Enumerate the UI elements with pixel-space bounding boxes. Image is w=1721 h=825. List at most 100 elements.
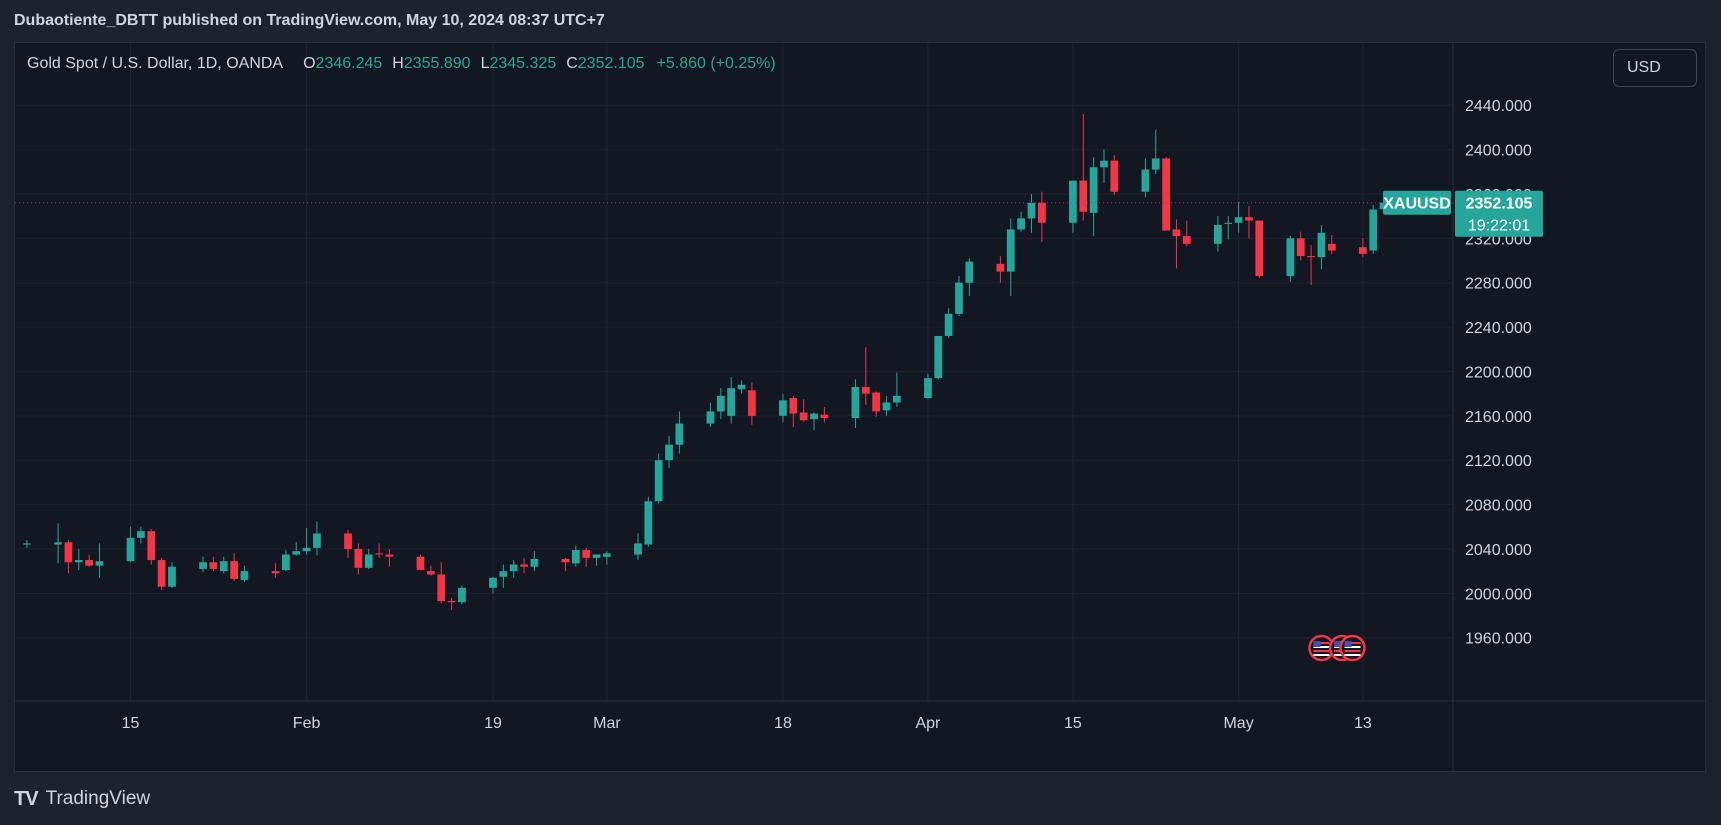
candle-body-up[interactable] xyxy=(54,542,62,545)
candle-body-up[interactable] xyxy=(489,577,497,588)
candle-body-up[interactable] xyxy=(634,543,642,555)
candle-body-up[interactable] xyxy=(1369,209,1378,251)
candle-body-up[interactable] xyxy=(1100,160,1108,168)
candle-body-up[interactable] xyxy=(1317,232,1326,258)
candle-body-up[interactable] xyxy=(313,533,321,548)
candle-body-down[interactable] xyxy=(447,601,456,603)
candle-body-up[interactable] xyxy=(1224,222,1233,224)
candle-body-up[interactable] xyxy=(74,560,83,563)
candle-body-up[interactable] xyxy=(934,335,943,379)
candle-body-up[interactable] xyxy=(292,551,301,555)
candle-body-up[interactable] xyxy=(1141,169,1150,192)
candle-body-up[interactable] xyxy=(240,571,249,581)
candle-body-down[interactable] xyxy=(872,392,881,412)
candle-body-up[interactable] xyxy=(530,558,539,567)
candle-body-up[interactable] xyxy=(1069,180,1077,223)
candle-body-up[interactable] xyxy=(199,562,207,569)
candle-body-down[interactable] xyxy=(230,561,238,579)
candle-body-up[interactable] xyxy=(302,547,311,552)
candle-body-down[interactable] xyxy=(64,542,73,563)
candle-body-up[interactable] xyxy=(810,413,818,420)
candle-body-up[interactable] xyxy=(644,501,653,545)
candle-body-up[interactable] xyxy=(1286,238,1295,277)
candle-body-up[interactable] xyxy=(716,395,725,412)
candle-body-down[interactable] xyxy=(748,390,756,416)
candle-body-up[interactable] xyxy=(924,378,932,399)
candle-body-up[interactable] xyxy=(571,550,580,564)
candle-body-down[interactable] xyxy=(209,562,218,569)
candle-body-down[interactable] xyxy=(1358,247,1367,254)
candle-body-down[interactable] xyxy=(85,560,94,566)
currency-button[interactable]: USD xyxy=(1613,49,1697,87)
candle-body-down[interactable] xyxy=(582,550,591,558)
candle-body-down[interactable] xyxy=(375,553,383,555)
candle-body-down[interactable] xyxy=(147,531,156,561)
chart-panel[interactable]: 1960.000 2000.000 2040.000 2080.000 2120.000… xyxy=(14,42,1706,772)
candle-body-up[interactable] xyxy=(364,554,373,568)
candle-body-up[interactable] xyxy=(944,313,953,336)
candle-body-up[interactable] xyxy=(126,537,135,562)
candle-body-up[interactable] xyxy=(1214,225,1222,244)
candle-body-down[interactable] xyxy=(344,533,352,549)
candle-body-down[interactable] xyxy=(1255,220,1264,277)
candle-body-down[interactable] xyxy=(437,574,446,602)
candle-body-down[interactable] xyxy=(861,386,870,394)
candle-body-up[interactable] xyxy=(1006,229,1015,272)
candle-body-up[interactable] xyxy=(95,561,104,566)
candle-body-up[interactable] xyxy=(654,460,663,502)
candle-body-down[interactable] xyxy=(385,554,394,557)
candle-body-down[interactable] xyxy=(1172,229,1181,237)
candle-body-down[interactable] xyxy=(799,412,808,421)
candle-body-down[interactable] xyxy=(354,548,363,568)
candle-body-up[interactable] xyxy=(727,388,736,416)
candle-body-up[interactable] xyxy=(282,554,290,571)
candle-body-up[interactable] xyxy=(603,553,611,557)
candle-body-down[interactable] xyxy=(1079,180,1088,212)
candle-body-down[interactable] xyxy=(820,414,829,419)
candle-body-up[interactable] xyxy=(499,571,508,577)
candle-body-up[interactable] xyxy=(1089,167,1098,213)
candle-body-down[interactable] xyxy=(1245,217,1253,221)
candle-body-up[interactable] xyxy=(168,566,176,587)
symbol-label[interactable]: Gold Spot / U.S. Dollar, 1D, OANDA xyxy=(27,55,284,72)
ohlc-legend: Gold Spot / U.S. Dollar, 1D, OANDA O2346.… xyxy=(27,55,776,73)
candle-body-up[interactable] xyxy=(1017,218,1026,230)
candle-body-up[interactable] xyxy=(509,564,518,572)
candle-body-down[interactable] xyxy=(1296,238,1305,257)
candle-body-up[interactable] xyxy=(1151,158,1160,170)
candle-body-up[interactable] xyxy=(592,554,601,558)
candle-body-up[interactable] xyxy=(137,531,145,538)
candle-body-down[interactable] xyxy=(1037,202,1046,223)
candle-body-up[interactable] xyxy=(458,587,466,603)
candle-body-down[interactable] xyxy=(1182,236,1191,244)
candlestick-chart[interactable]: 1960.000 2000.000 2040.000 2080.000 2120.000… xyxy=(15,43,1706,772)
candle-body-up[interactable] xyxy=(1234,217,1243,223)
candle-body-up[interactable] xyxy=(665,444,673,461)
candle-body-down[interactable] xyxy=(789,398,798,414)
y-tick-label: 1960.000 xyxy=(1465,631,1532,648)
candle-body-down[interactable] xyxy=(416,556,425,571)
candle-body-up[interactable] xyxy=(219,561,228,572)
candle-body-up[interactable] xyxy=(1027,202,1036,219)
candle-body-down[interactable] xyxy=(1327,243,1336,251)
candle-body-down[interactable] xyxy=(561,558,570,563)
candle-body-up[interactable] xyxy=(675,423,684,445)
candle-body-down[interactable] xyxy=(1307,256,1315,258)
candle-body-down[interactable] xyxy=(520,564,528,567)
price-tag-countdown: 19:22:01 xyxy=(1468,218,1530,235)
candle-body-down[interactable] xyxy=(996,263,1005,272)
candle-body-up[interactable] xyxy=(955,282,963,314)
candle-body-up[interactable] xyxy=(706,411,715,424)
candle-body-up[interactable] xyxy=(737,384,746,390)
candle-body-up[interactable] xyxy=(892,395,901,403)
candle-body-down[interactable] xyxy=(1110,160,1119,192)
candle-body-up[interactable] xyxy=(779,400,787,416)
candle-body-down[interactable] xyxy=(157,560,166,587)
candle-body-down[interactable] xyxy=(426,571,435,575)
candle-body-down[interactable] xyxy=(1162,158,1170,231)
candle-body-up[interactable] xyxy=(965,261,974,283)
candle-body-up[interactable] xyxy=(851,386,860,419)
candle-body-down[interactable] xyxy=(271,571,280,574)
candle-body-up[interactable] xyxy=(882,402,891,411)
candle-body-up[interactable] xyxy=(23,543,31,545)
